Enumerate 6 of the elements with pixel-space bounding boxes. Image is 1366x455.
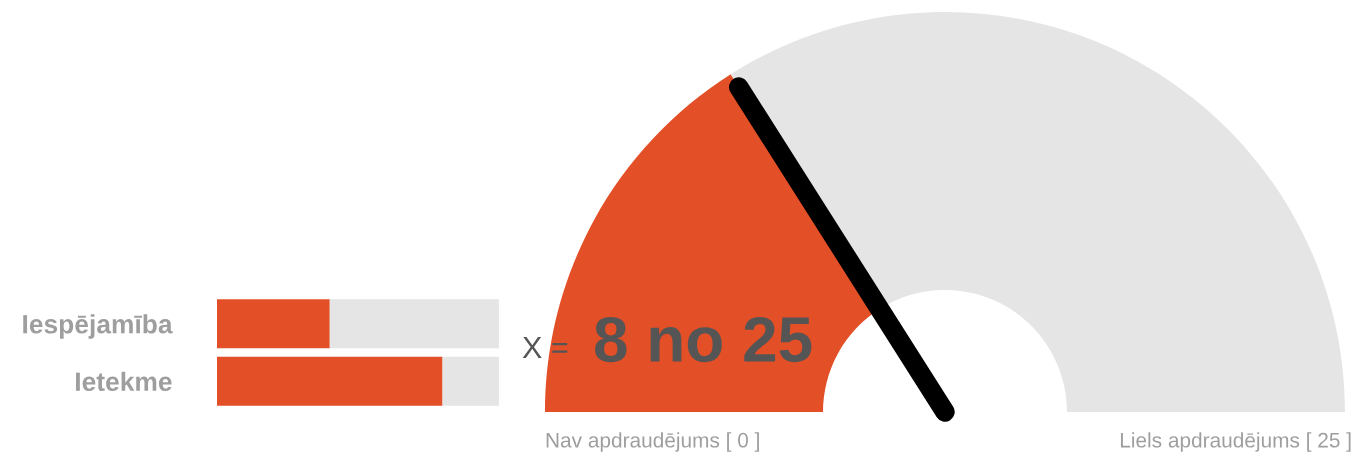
- text: 8 no 25: [595, 316, 812, 363]
- text: Nav apdraudējums [ 0 ]: [546, 432, 759, 452]
- y-tick-label: Ietekme: [76, 371, 172, 392]
- text: Liels apdraudējums [ 25 ]: [1120, 432, 1351, 452]
- text: X =: [522, 336, 568, 358]
- y-tick-label: Iespējamība: [23, 314, 173, 339]
